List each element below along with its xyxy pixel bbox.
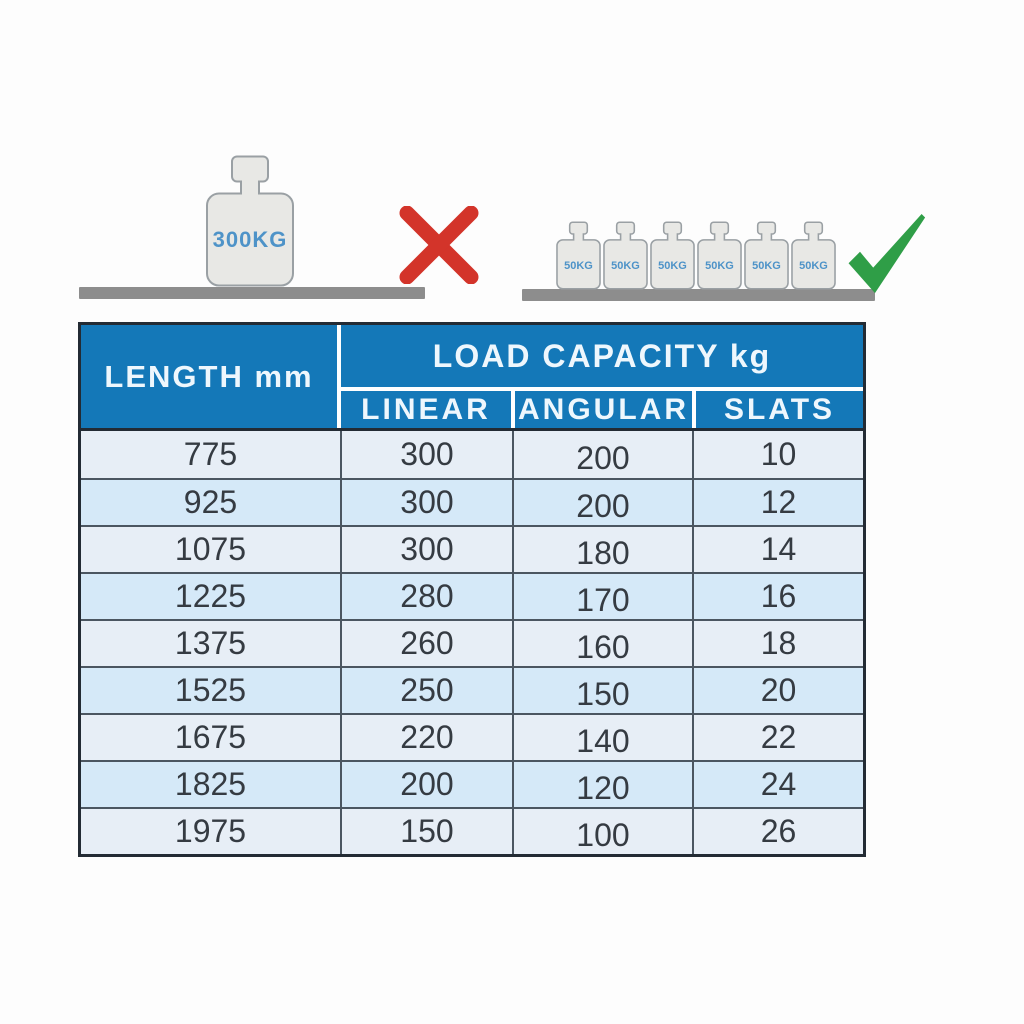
cell-angular: 140 xyxy=(512,713,692,760)
cell-length: 1225 xyxy=(81,572,340,619)
load-capacity-table: LENGTH mm LOAD CAPACITY kg LINEAR ANGULA… xyxy=(78,322,866,857)
cell-length: 1075 xyxy=(81,525,340,572)
cell-angular: 170 xyxy=(512,572,692,619)
cell-linear: 250 xyxy=(340,666,512,713)
cell-angular: 180 xyxy=(512,525,692,572)
cell-length: 1675 xyxy=(81,713,340,760)
weight-icon: 50KG xyxy=(791,221,836,290)
cell-angular: 120 xyxy=(512,760,692,807)
weight-icon: 50KG xyxy=(556,221,601,290)
cell-slats: 26 xyxy=(692,807,863,854)
weight-icon: 50KG xyxy=(744,221,789,290)
weight-label: 50KG xyxy=(658,260,687,272)
cell-linear: 150 xyxy=(340,807,512,854)
cell-angular: 100 xyxy=(512,807,692,854)
weight-icon: 50KG xyxy=(603,221,648,290)
cell-length: 925 xyxy=(81,478,340,525)
green-check-icon xyxy=(848,213,926,294)
weight-label: 50KG xyxy=(611,260,640,272)
cell-slats: 18 xyxy=(692,619,863,666)
cell-slats: 22 xyxy=(692,713,863,760)
cell-length: 1375 xyxy=(81,619,340,666)
header-length: LENGTH mm xyxy=(81,325,337,428)
cell-length: 1975 xyxy=(81,807,340,854)
platform-left xyxy=(79,287,425,299)
cell-length: 1825 xyxy=(81,760,340,807)
cell-angular: 200 xyxy=(512,431,692,478)
cell-linear: 220 xyxy=(340,713,512,760)
cell-angular: 160 xyxy=(512,619,692,666)
table-header: LENGTH mm LOAD CAPACITY kg LINEAR ANGULA… xyxy=(81,325,863,431)
cell-linear: 300 xyxy=(340,525,512,572)
header-slats: SLATS xyxy=(696,391,863,428)
weight-label: 50KG xyxy=(799,260,828,272)
header-load-capacity: LOAD CAPACITY kg xyxy=(341,325,863,387)
cell-length: 1525 xyxy=(81,666,340,713)
cell-slats: 10 xyxy=(692,431,863,478)
weight-label: 50KG xyxy=(752,260,781,272)
cell-angular: 150 xyxy=(512,666,692,713)
header-angular: ANGULAR xyxy=(515,391,692,428)
cell-linear: 280 xyxy=(340,572,512,619)
cell-linear: 300 xyxy=(340,478,512,525)
table-body: 775 300 200 10 925 300 200 12 1075 300 1… xyxy=(81,431,863,854)
cell-linear: 300 xyxy=(340,431,512,478)
cell-angular: 200 xyxy=(512,478,692,525)
cell-length: 775 xyxy=(81,431,340,478)
cell-slats: 20 xyxy=(692,666,863,713)
weight-icon: 50KG xyxy=(650,221,695,290)
weight-label: 50KG xyxy=(705,260,734,272)
cell-linear: 200 xyxy=(340,760,512,807)
weight-icon xyxy=(206,155,294,287)
cell-slats: 24 xyxy=(692,760,863,807)
cell-slats: 16 xyxy=(692,572,863,619)
big-weight-icon: 300KG xyxy=(205,155,295,288)
weight-icon: 50KG xyxy=(697,221,742,290)
cell-linear: 260 xyxy=(340,619,512,666)
cell-slats: 14 xyxy=(692,525,863,572)
header-linear: LINEAR xyxy=(341,391,511,428)
small-weights-group: 50KG 50KG 50KG 50KG 50KG 50KG xyxy=(556,221,838,290)
cell-slats: 12 xyxy=(692,478,863,525)
platform-right xyxy=(522,289,875,301)
red-cross-icon xyxy=(399,206,479,284)
big-weight-label: 300KG xyxy=(212,227,288,252)
weight-label: 50KG xyxy=(564,260,593,272)
